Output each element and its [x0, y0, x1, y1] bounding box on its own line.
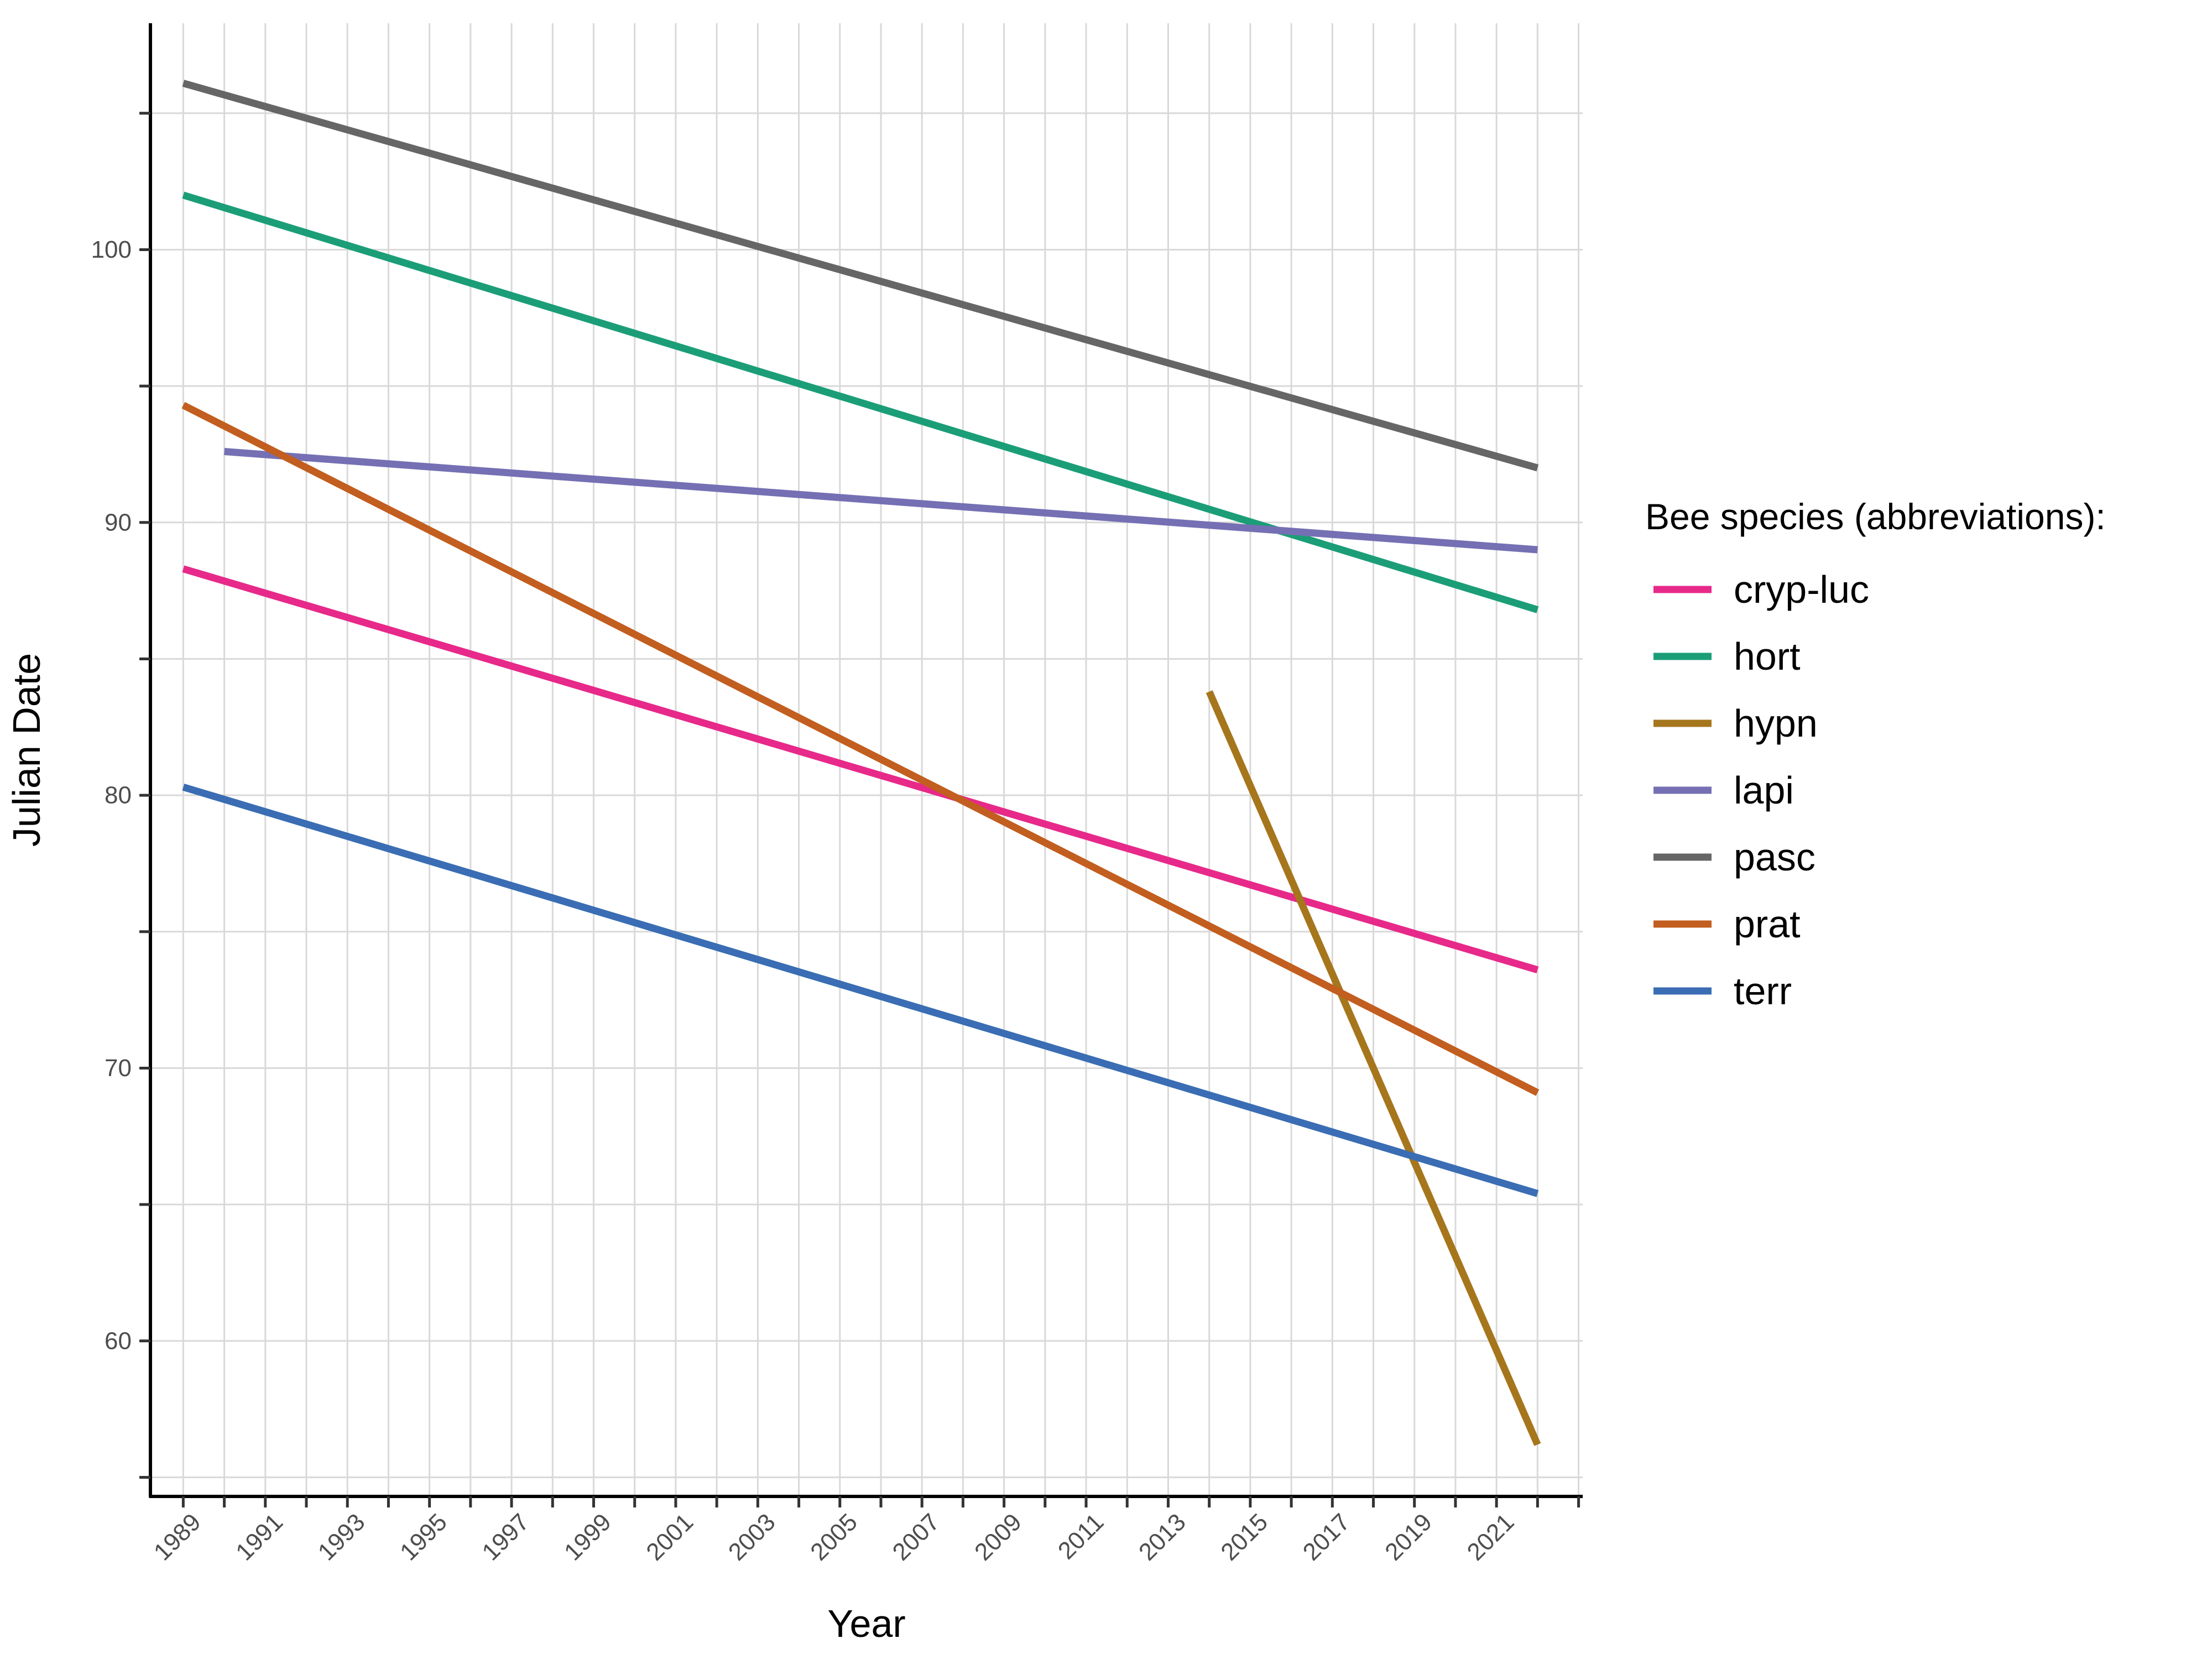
legend-label-prat: prat — [1734, 902, 1801, 946]
y-tick-label: 80 — [105, 782, 132, 809]
series-line-hort — [182, 191, 1539, 613]
series-lines — [181, 80, 1541, 1446]
series-line-cryp-luc — [182, 565, 1539, 974]
series-line-terr — [182, 784, 1539, 1197]
series-line-prat — [181, 401, 1540, 1096]
legend-label-hort: hort — [1734, 635, 1801, 678]
legend-label-terr: terr — [1734, 969, 1792, 1013]
legend: Bee species (abbreviations): cryp-luc hor… — [1645, 496, 2106, 1013]
legend-label-lapi: lapi — [1734, 769, 1794, 812]
x-axis-title: Year — [827, 1602, 905, 1645]
series-line-pasc — [182, 80, 1539, 472]
y-tick-label: 70 — [105, 1055, 132, 1082]
grid — [150, 23, 1583, 1496]
legend-label-hypn: hypn — [1734, 702, 1818, 745]
y-tick-label: 100 — [91, 236, 132, 263]
y-tick-label: 60 — [105, 1327, 132, 1354]
series-line-hypn — [1206, 690, 1541, 1446]
legend-title: Bee species (abbreviations): — [1645, 496, 2106, 537]
y-axis-title: Julian Date — [5, 653, 48, 847]
series-line-lapi — [224, 448, 1538, 554]
y-tick-label: 90 — [105, 509, 132, 536]
legend-label-cryp-luc: cryp-luc — [1734, 568, 1869, 611]
axes — [139, 23, 1583, 1507]
legend-label-pasc: pasc — [1734, 836, 1815, 879]
